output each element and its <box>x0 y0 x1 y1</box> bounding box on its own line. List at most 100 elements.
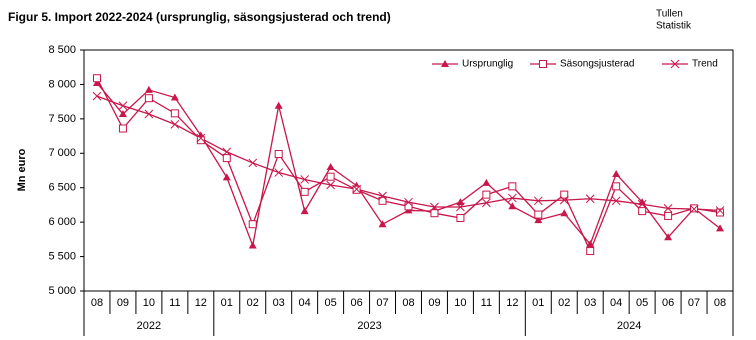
marker <box>534 210 543 219</box>
marker <box>430 202 439 212</box>
marker <box>716 224 725 232</box>
x-tick-label: 03 <box>584 297 596 309</box>
series-line <box>96 77 721 253</box>
marker <box>118 124 127 133</box>
marker <box>222 147 232 157</box>
x-tick-label: 11 <box>169 297 180 309</box>
y-tick-label: 8 500 <box>48 44 76 56</box>
marker <box>430 209 439 218</box>
marker <box>637 199 647 209</box>
marker <box>378 220 387 228</box>
y-tick-label: 5 000 <box>48 285 76 297</box>
marker <box>170 109 179 118</box>
series-line <box>96 82 721 248</box>
x-group-label: 2022 <box>137 320 161 332</box>
marker <box>404 202 413 211</box>
x-tick-label: 10 <box>454 297 466 309</box>
x-tick-label: 07 <box>376 297 388 309</box>
marker <box>670 59 680 69</box>
x-tick-label: 04 <box>299 297 311 309</box>
marker <box>533 196 543 206</box>
x-tick-label: 07 <box>688 297 700 309</box>
x-tick-label: 12 <box>506 297 518 309</box>
y-tick-label: 7 500 <box>48 113 76 125</box>
marker <box>507 193 517 203</box>
marker <box>664 233 673 241</box>
x-group-label: 2024 <box>617 320 641 332</box>
x-tick-label: 01 <box>532 297 544 309</box>
x-tick-label: 05 <box>636 297 648 309</box>
x-tick-label: 02 <box>558 297 570 309</box>
marker <box>248 241 257 249</box>
marker <box>715 206 725 215</box>
marker <box>144 94 153 103</box>
x-tick-label: 01 <box>221 297 233 309</box>
marker <box>482 198 491 208</box>
marker <box>612 169 621 177</box>
marker <box>559 195 569 205</box>
chart-title: Figur 5. Import 2022-2024 (ursprunglig, … <box>8 10 391 24</box>
marker <box>404 197 413 207</box>
marker <box>196 136 205 145</box>
marker <box>456 198 465 206</box>
x-tick-label: 04 <box>610 297 622 309</box>
marker <box>716 208 725 217</box>
x-tick-label: 09 <box>428 297 440 309</box>
legend-label: Säsongsjusterad <box>560 59 635 70</box>
marker <box>118 101 128 111</box>
marker <box>456 202 465 212</box>
marker <box>586 247 595 256</box>
marker <box>300 175 310 184</box>
marker <box>326 163 335 171</box>
x-tick-label: 03 <box>273 297 285 309</box>
x-tick-label: 05 <box>324 297 336 309</box>
marker <box>534 216 543 224</box>
marker <box>689 204 699 214</box>
marker <box>326 180 335 190</box>
y-tick-label: 5 500 <box>48 250 76 262</box>
marker <box>663 204 673 213</box>
marker <box>508 182 517 191</box>
series-line <box>96 95 721 212</box>
marker <box>222 173 231 181</box>
x-tick-label: 06 <box>350 297 362 309</box>
source: Tullen <box>656 9 683 20</box>
legend-label: Trend <box>692 59 718 70</box>
marker <box>560 190 569 199</box>
x-tick-label: 06 <box>662 297 674 309</box>
marker <box>611 196 621 206</box>
x-tick-label: 09 <box>117 297 129 309</box>
source: Statistik <box>656 21 692 32</box>
x-tick-label: 10 <box>143 297 155 309</box>
marker <box>539 60 547 68</box>
x-tick-label: 08 <box>402 297 414 309</box>
marker <box>274 101 283 109</box>
marker <box>92 91 102 101</box>
x-tick-label: 12 <box>195 297 207 309</box>
marker <box>248 158 258 168</box>
marker <box>274 149 283 158</box>
marker <box>664 211 673 220</box>
marker <box>378 196 387 205</box>
marker <box>92 79 101 87</box>
marker <box>441 60 449 67</box>
marker <box>378 191 387 201</box>
marker <box>586 240 595 248</box>
y-tick-label: 6 500 <box>48 182 76 194</box>
marker <box>560 209 569 217</box>
marker <box>456 214 465 223</box>
marker <box>482 178 491 186</box>
marker <box>170 93 179 101</box>
marker <box>170 120 180 129</box>
marker <box>482 190 491 199</box>
x-tick-label: 02 <box>247 297 259 309</box>
x-tick-label: 11 <box>481 297 492 309</box>
marker <box>144 109 154 119</box>
y-tick-label: 7 000 <box>48 147 76 159</box>
marker <box>300 207 309 215</box>
marker <box>326 172 335 181</box>
marker <box>612 182 621 191</box>
marker <box>638 207 647 216</box>
x-tick-label: 08 <box>91 297 103 309</box>
